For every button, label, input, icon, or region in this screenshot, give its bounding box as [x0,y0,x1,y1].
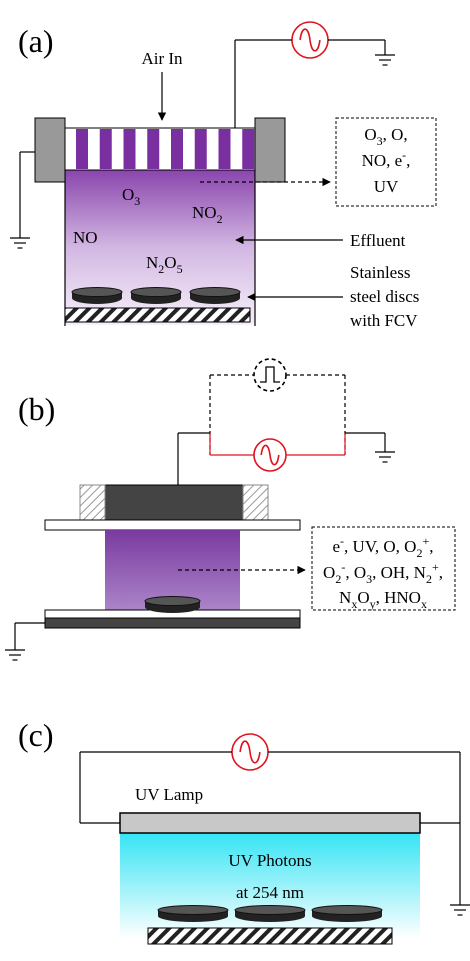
text-segment: UV [374,177,399,196]
text-segment: , OH, N [372,563,426,582]
script-text: 2 [416,546,422,560]
text-segment: e [333,537,341,556]
text-segment: NO [73,228,98,247]
disc-top [235,906,305,915]
side-block [80,485,105,520]
effluent-label: Effluent [350,231,406,250]
discs-label: with FCV [350,311,418,330]
electrode-stripe [147,129,159,169]
electrode-stripe [76,129,88,169]
electrode-stripe [219,129,231,169]
text-segment: , [439,563,443,582]
text-segment: , O, [383,125,408,144]
electrode-stripe [171,129,183,169]
figure: (a)Air InO3NO2NON2O5O3, O,NO, e-,UVEfflu… [0,0,470,961]
disc-top [145,597,200,606]
discs-label: Stainless [350,263,410,282]
panel-label: (c) [18,717,54,753]
air-in-label: Air In [141,49,183,68]
text-segment: , HNO [376,588,421,607]
lamp-label: UV Lamp [135,785,203,804]
text-segment: , [406,151,410,170]
text-segment: N [339,588,351,607]
photons-label: at 254 nm [236,883,304,902]
panel-label: (b) [18,391,55,427]
script-text: x [421,597,427,611]
species-label: NO [73,228,98,247]
electrode-stripe [195,129,207,169]
discs-label: steel discs [350,287,419,306]
text-segment: O [164,253,176,272]
text-segment: , O [345,563,366,582]
side-block [255,118,285,182]
text-segment: NO [192,203,217,222]
text-segment: O [122,185,134,204]
disc-base [148,928,392,944]
disc-top [158,906,228,915]
text-segment: O [364,125,376,144]
text-segment: N [146,253,158,272]
text-segment: , UV, O, O [344,537,416,556]
electrode-stripe [124,129,136,169]
ac-source [254,359,286,391]
script-text: 5 [177,262,183,276]
dielectric-plate [45,520,300,530]
script-text: 2 [426,572,432,586]
species-box-line: UV [374,177,399,196]
script-text: 2 [217,212,223,226]
script-text: 3 [134,194,140,208]
electrode [105,485,243,520]
disc-top [190,288,240,297]
disc-top [72,288,122,297]
electrode-stripe [242,129,254,169]
electrode-stripe [100,129,112,169]
panel-label: (a) [18,23,54,59]
disc-top [131,288,181,297]
photons-label: UV Photons [228,851,311,870]
text-segment: , [429,537,433,556]
disc-top [312,906,382,915]
text-segment: NO, e [362,151,403,170]
text-segment: O [357,588,369,607]
uv-lamp [120,813,420,833]
text-segment: O [323,563,335,582]
side-block [243,485,268,520]
disc-base [65,308,250,322]
script-text: 2 [335,572,341,586]
side-block [35,118,65,182]
ground-electrode [45,618,300,628]
